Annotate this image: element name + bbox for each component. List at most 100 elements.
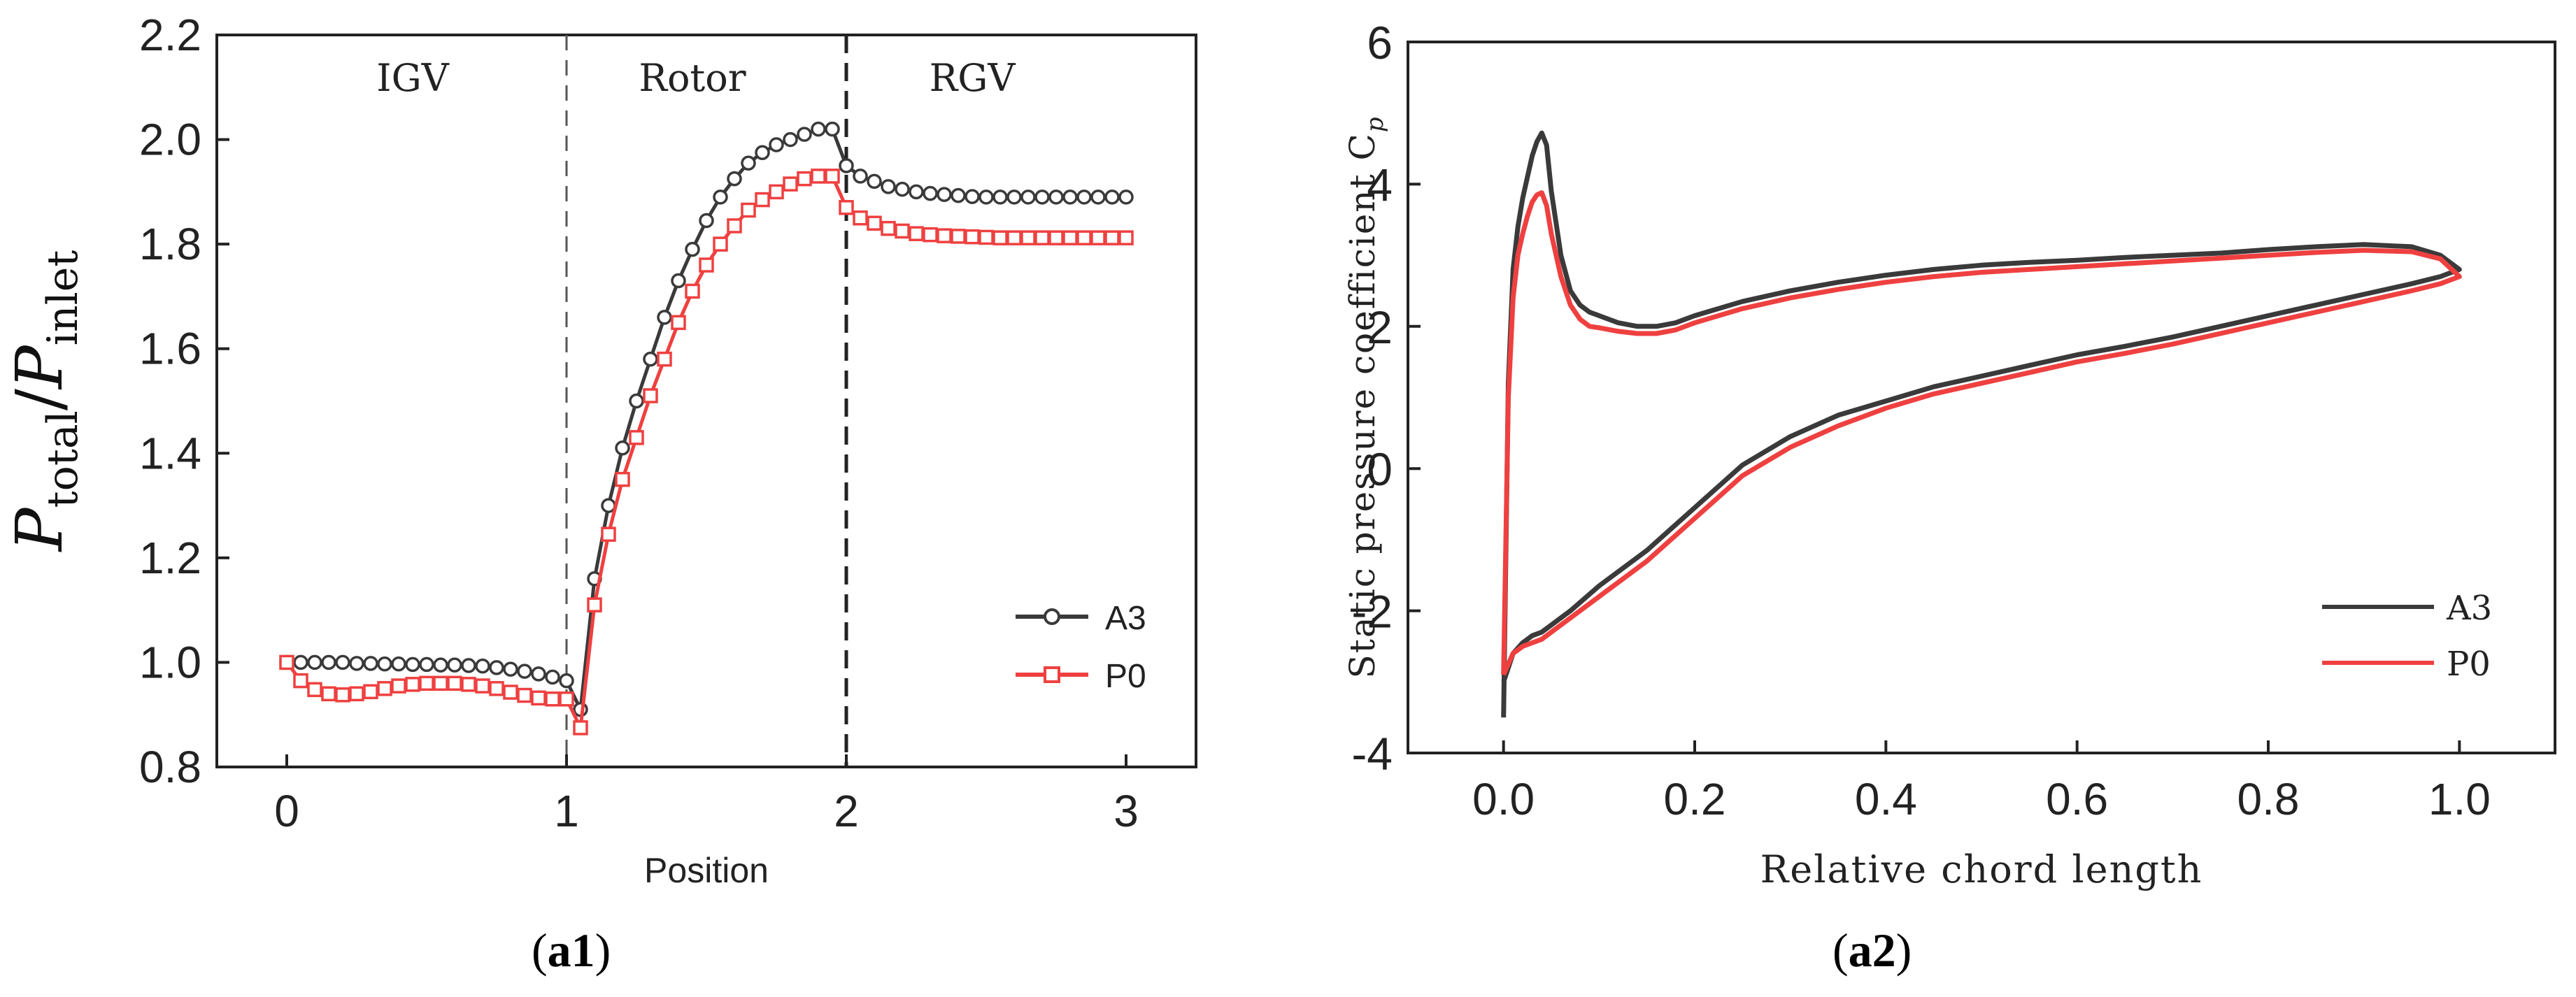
a1-point-p0 [671, 315, 686, 331]
a1-point-p0 [293, 673, 308, 689]
a1-point-p0 [461, 677, 476, 692]
a1-point-a3 [377, 656, 392, 672]
a1-series [279, 121, 1134, 736]
a1-y-tick-label: 1.2 [139, 533, 201, 583]
a1-point-p0 [937, 228, 952, 243]
a2-x-tick-label: 0.6 [2046, 774, 2108, 824]
a1-point-p0 [629, 430, 644, 445]
a1-ticks: 0.8 1.0 1.2 1.4 1.6 1.8 2.0 2.2 0 1 2 3 [139, 10, 1139, 836]
a1-point-p0 [657, 351, 672, 367]
a1-y-tick-label: 1.8 [139, 219, 201, 269]
a2-legend-label-p0: P0 [2447, 645, 2491, 684]
a1-point-a3 [615, 440, 630, 456]
a1-legend-marker-p0 [1044, 666, 1060, 683]
a1-point-p0 [979, 229, 994, 245]
a2-x-tick-label: 0.0 [1472, 774, 1535, 824]
a1-point-a3 [335, 654, 350, 670]
a1-x-tick-label: 3 [1113, 786, 1139, 836]
a1-point-a3 [839, 158, 854, 173]
a1-point-a3 [909, 184, 924, 200]
a2-ticks: -4 -2 0 2 4 6 0.0 0.2 0.4 0.6 0.8 1.0 [1351, 17, 2491, 824]
a1-point-a3 [797, 127, 812, 142]
a1-point-p0 [867, 215, 882, 231]
a1-point-p0 [279, 654, 294, 670]
a1-point-a3 [727, 171, 742, 187]
a1-point-p0 [503, 684, 518, 700]
a1-region-label: RGV [930, 56, 1016, 100]
a1-plot-frame [215, 34, 1197, 768]
a1-point-p0 [545, 691, 560, 707]
a1-point-p0 [1020, 230, 1036, 245]
a1-point-a3 [461, 658, 476, 673]
a2-y-tick-label: 4 [1367, 159, 1393, 210]
a1-point-a3 [447, 657, 462, 673]
a1-point-p0 [615, 471, 630, 487]
a2-y-tick-label: 2 [1367, 301, 1393, 353]
a1-point-a3 [811, 121, 826, 137]
a1-point-p0 [923, 227, 938, 243]
a1-point-a3 [1006, 189, 1022, 205]
a1-point-a3 [1118, 189, 1134, 205]
a1-point-a3 [755, 145, 770, 161]
a2-y-tick-label: 0 [1367, 443, 1393, 495]
a1-point-a3 [951, 187, 966, 203]
a1-point-p0 [349, 686, 364, 702]
a1-point-p0 [797, 171, 812, 187]
a1-point-p0 [895, 223, 910, 239]
a1-point-a3 [671, 273, 686, 289]
a1-y-tick-label: 2.0 [139, 115, 201, 165]
a1-point-a3 [475, 658, 490, 674]
a1-x-tick-label: 2 [834, 786, 859, 836]
caption-a1: (a1) [532, 924, 611, 977]
a1-dividers [565, 35, 848, 767]
a1-x-tick-label: 1 [554, 786, 579, 836]
a1-point-p0 [573, 720, 588, 736]
a1-point-p0 [335, 687, 350, 703]
a1-point-p0 [1104, 230, 1120, 245]
a1-point-a3 [685, 241, 700, 257]
a1-point-a3 [992, 189, 1008, 205]
a2-y-tick-label: -2 [1351, 586, 1393, 638]
a1-point-a3 [349, 656, 364, 671]
a1-point-p0 [699, 257, 714, 273]
a1-point-a3 [1020, 189, 1036, 205]
a1-point-a3 [545, 669, 560, 685]
a1-point-a3 [657, 310, 672, 325]
a1-point-p0 [1118, 230, 1134, 245]
a1-point-p0 [601, 526, 616, 542]
a1-point-p0 [321, 686, 336, 702]
a1-point-a3 [1048, 189, 1064, 205]
a1-point-a3 [741, 155, 756, 171]
a1-point-a3 [433, 657, 448, 673]
a1-point-a3 [405, 657, 420, 673]
a1-point-a3 [825, 121, 840, 137]
a1-point-a3 [853, 168, 868, 184]
a1-legend-label-a3: A3 [1105, 600, 1146, 637]
a2-y-axis-label: Static pressure coefficient Cp [1342, 115, 1389, 678]
a1-y-tick-label: 1.4 [139, 428, 201, 478]
a1-region-labels: IGV Rotor RGV [376, 56, 1016, 100]
a1-point-p0 [1048, 230, 1064, 245]
a1-y-tick-label: 0.8 [139, 742, 201, 792]
a1-point-p0 [391, 678, 406, 694]
a1-point-a3 [1104, 189, 1120, 205]
a2-x-axis-label: Relative chord length [1760, 847, 2203, 891]
a1-point-a3 [629, 393, 644, 409]
a1-point-p0 [517, 687, 532, 703]
a1-point-a3 [895, 181, 910, 197]
a1-point-a3 [307, 654, 322, 670]
a1-legend: A3 P0 [1016, 600, 1146, 695]
a1-point-p0 [363, 684, 378, 700]
chart-a2: -4 -2 0 2 4 6 0.0 0.2 0.4 0.6 0.8 1.0 Static pressu… [1342, 17, 2556, 891]
a1-point-a3 [1076, 189, 1092, 205]
a1-point-p0 [881, 220, 896, 236]
a2-plot-frame [1407, 41, 2556, 754]
a1-point-a3 [363, 656, 378, 671]
a2-x-tick-label: 0.4 [1855, 774, 1917, 824]
a1-legend-marker-a3 [1044, 608, 1060, 625]
a1-region-label: IGV [376, 56, 449, 100]
a1-point-p0 [419, 675, 434, 691]
a1-point-p0 [965, 229, 980, 245]
a1-point-a3 [293, 654, 308, 670]
